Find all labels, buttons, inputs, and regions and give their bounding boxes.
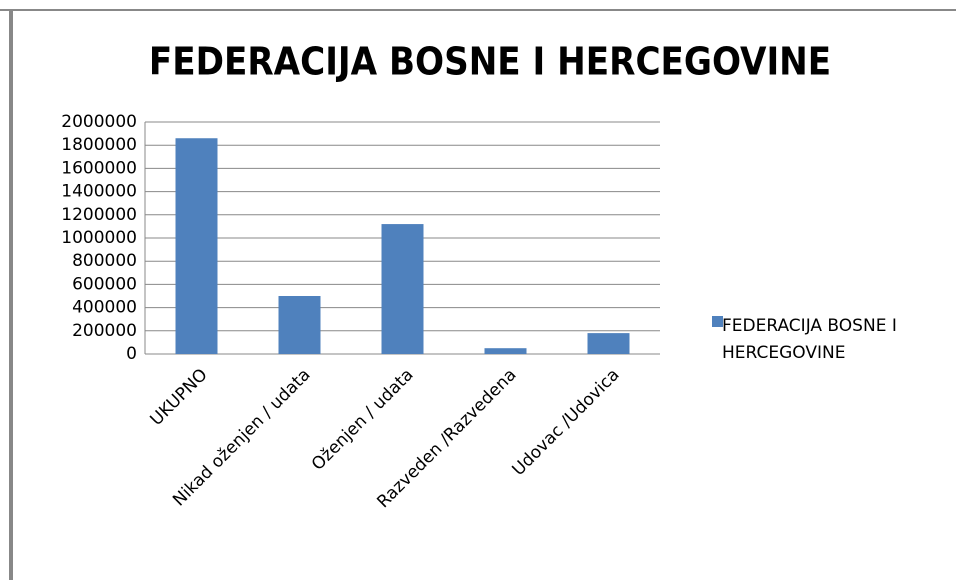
x-tick-label: Udovac /Udovica <box>508 365 623 480</box>
bar <box>587 333 630 354</box>
y-tick-label: 2000000 <box>61 112 137 132</box>
legend-label: FEDERACIJA BOSNE I HERCEGOVINE <box>722 316 897 363</box>
y-tick-label: 1200000 <box>61 205 137 225</box>
y-tick-label: 0 <box>126 344 137 364</box>
y-tick-label: 1000000 <box>61 228 137 248</box>
y-tick-label: 400000 <box>72 298 137 318</box>
x-tick-label: UKUPNO <box>147 365 212 430</box>
y-tick-label: 1400000 <box>61 182 137 202</box>
bar <box>278 296 321 354</box>
bar <box>484 348 527 354</box>
y-tick-label: 1800000 <box>61 135 137 155</box>
bar <box>175 138 218 354</box>
y-tick-label: 600000 <box>72 274 137 294</box>
legend-swatch <box>712 316 723 327</box>
y-tick-label: 800000 <box>72 251 137 271</box>
x-tick-label: Oženjen / udata <box>308 365 418 475</box>
y-tick-label: 1600000 <box>61 158 137 178</box>
bar <box>381 224 424 354</box>
chart-title: FEDERACIJA BOSNE I HERCEGOVINE <box>149 40 831 84</box>
y-tick-label: 200000 <box>72 321 137 341</box>
